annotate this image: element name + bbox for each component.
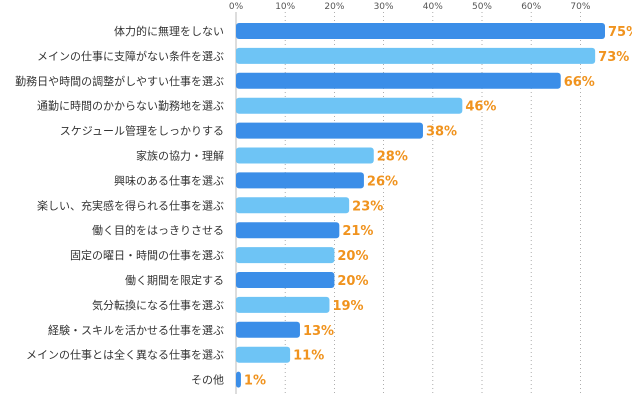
x-axis-ticks: 0% 10% 20% 30% 40% 50% 60% 70% <box>229 2 591 12</box>
value-label: 46% <box>465 100 496 115</box>
value-label: 1% <box>244 374 266 389</box>
value-label: 23% <box>352 199 383 214</box>
value-labels: 75% 73%66% 46% 38% 28% 26% 23% 21% 20% 20% 19% 13% 1… <box>244 25 632 389</box>
value-label: 21% <box>342 224 373 239</box>
category-label: 働く期間を限定する <box>125 273 224 287</box>
bar <box>236 172 364 189</box>
x-tick-label: 50% <box>472 2 492 12</box>
bar <box>236 72 561 89</box>
bar <box>236 23 605 39</box>
category-label: 固定の曜日・時間の仕事を選ぶ <box>70 248 224 262</box>
bar <box>236 97 463 114</box>
category-label: 気分転換になる仕事を選ぶ <box>92 298 224 312</box>
value-label: 19% <box>332 299 363 314</box>
category-label: メインの仕事に支障がない条件を選ぶ <box>37 49 224 63</box>
bar <box>236 321 300 338</box>
category-label: 体力的に無理をしない <box>114 24 224 38</box>
value-label: 66% <box>564 75 595 90</box>
bar <box>236 247 335 264</box>
value-label: 20% <box>337 249 368 264</box>
category-label: 楽しい、充実感を得られる仕事を選ぶ <box>37 198 224 212</box>
value-label: 28% <box>377 150 408 165</box>
x-tick-label: 20% <box>324 2 344 12</box>
category-labels: 体力的に無理をしないメインの仕事に支障がない条件を選ぶ勤務日や時間の調整がしやす… <box>15 24 224 387</box>
x-tick-label: 0% <box>229 2 244 12</box>
category-label: 興味のある仕事を選ぶ <box>114 174 224 187</box>
value-label: 11% <box>293 349 324 364</box>
value-label: 73% <box>598 50 629 65</box>
bar <box>236 147 374 164</box>
category-label: 通勤に時間のかからない勤務地を選ぶ <box>37 99 224 113</box>
category-label: 経験・スキルを活かせる仕事を選ぶ <box>48 323 224 337</box>
x-tick-label: 60% <box>521 2 541 12</box>
x-tick-label: 10% <box>275 2 295 12</box>
value-label: 75% <box>608 25 632 40</box>
bar <box>236 122 423 139</box>
value-label: 13% <box>303 324 334 339</box>
bar <box>236 346 291 363</box>
category-label: その他 <box>191 374 224 387</box>
bar <box>236 272 335 288</box>
bars <box>236 23 605 388</box>
bar <box>236 371 241 388</box>
category-label: スケジュール管理をしっかりする <box>60 124 224 138</box>
x-tick-label: 70% <box>570 2 590 12</box>
bar <box>236 197 350 214</box>
value-label: 26% <box>367 174 398 189</box>
bar <box>236 296 330 313</box>
bar <box>236 222 340 239</box>
bar <box>236 47 596 64</box>
category-label: 勤務日や時間の調整がしやすい仕事を選ぶ <box>15 74 224 88</box>
category-label: メインの仕事とは全く異なる仕事を選ぶ <box>26 348 224 362</box>
x-tick-label: 40% <box>423 2 443 12</box>
x-tick-label: 30% <box>374 2 394 12</box>
value-label: 38% <box>426 125 457 140</box>
value-label: 20% <box>337 274 368 289</box>
category-label: 働く目的をはっきりさせる <box>92 223 224 237</box>
category-label: 家族の協力・理解 <box>136 149 224 163</box>
